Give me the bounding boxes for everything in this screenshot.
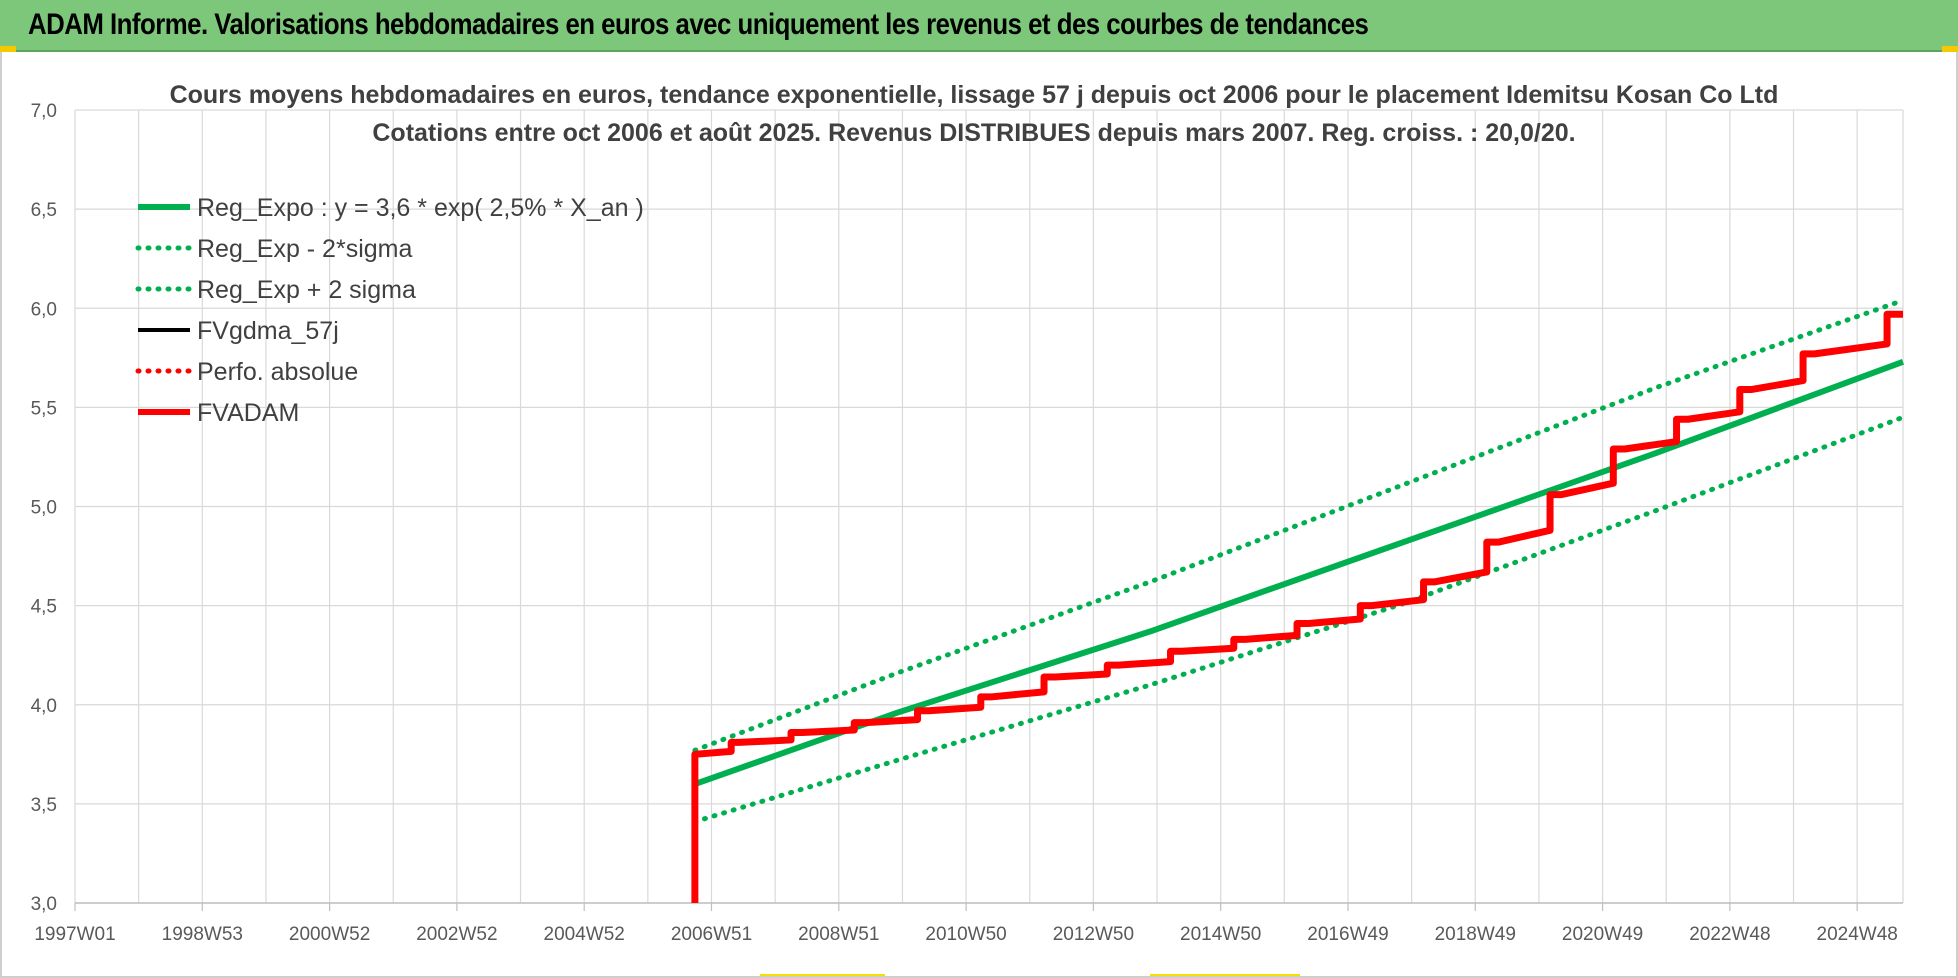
chart-axes: 3,0 3,5 4,0 4,5 5,0 5,5 6,0 6,5 7,0 1997W01 1998W5… — [31, 101, 1903, 945]
series-line-5 — [691, 310, 1903, 903]
series-line-4 — [695, 314, 1903, 754]
y-tick-label: 4,5 — [31, 597, 57, 618]
chart-gridlines — [74, 109, 1904, 904]
chart-legend: Reg_Expo : y = 3,6 * exp( 2,5% * X_an ) R… — [135, 194, 644, 427]
x-tick-label: 1997W01 — [34, 924, 115, 945]
x-tick-label: 2020W49 — [1562, 924, 1643, 945]
y-tick-label: 5,0 — [31, 498, 57, 519]
y-tick-label: 6,5 — [31, 200, 57, 221]
x-tick-label: 2002W52 — [416, 924, 497, 945]
x-tick-label: 2010W50 — [925, 924, 1006, 945]
x-tick-label: 2006W51 — [671, 924, 752, 945]
x-tick-label: 2018W49 — [1435, 924, 1516, 945]
series-line-2 — [692, 297, 1906, 753]
report-banner: ADAM Informe. Valorisations hebdomadaire… — [0, 0, 1958, 52]
x-tick-label: 2012W50 — [1053, 924, 1134, 945]
x-tick-label: 2022W48 — [1689, 924, 1770, 945]
chart-title: Cours moyens hebdomadaires en euros, ten… — [170, 81, 1779, 109]
series-line-1 — [692, 414, 1906, 825]
x-tick-label: 2016W49 — [1307, 924, 1388, 945]
y-tick-label: 5,5 — [31, 398, 57, 419]
y-tick-label: 3,0 — [31, 894, 57, 915]
legend-label-5: FVADAM — [197, 399, 299, 427]
y-tick-label: 7,0 — [31, 101, 57, 122]
x-tick-label: 2000W52 — [289, 924, 370, 945]
chart-series — [691, 297, 1906, 903]
x-tick-label: 2004W52 — [544, 924, 625, 945]
y-tick-label: 6,0 — [31, 299, 57, 320]
chart-frame — [0, 52, 1958, 978]
x-tick-label: 1998W53 — [162, 924, 243, 945]
report-title: ADAM Informe. Valorisations hebdomadaire… — [28, 8, 1369, 41]
legend-label-0: Reg_Expo : y = 3,6 * exp( 2,5% * X_an ) — [197, 194, 644, 222]
legend-label-3: FVgdma_57j — [197, 317, 339, 345]
legend-label-2: Reg_Exp + 2 sigma — [197, 276, 416, 304]
y-tick-label: 3,5 — [31, 795, 57, 816]
series-line-3 — [693, 312, 1903, 903]
corner-marker-left — [0, 46, 16, 52]
legend-label-1: Reg_Exp - 2*sigma — [197, 235, 412, 263]
corner-marker-right — [1942, 46, 1958, 52]
x-tick-label: 2024W48 — [1817, 924, 1898, 945]
chart-subtitle: Cotations entre oct 2006 et août 2025. R… — [372, 119, 1575, 147]
legend-label-4: Perfo. absolue — [197, 358, 358, 386]
y-tick-label: 4,0 — [31, 696, 57, 717]
x-tick-label: 2014W50 — [1180, 924, 1261, 945]
x-tick-label: 2008W51 — [798, 924, 879, 945]
